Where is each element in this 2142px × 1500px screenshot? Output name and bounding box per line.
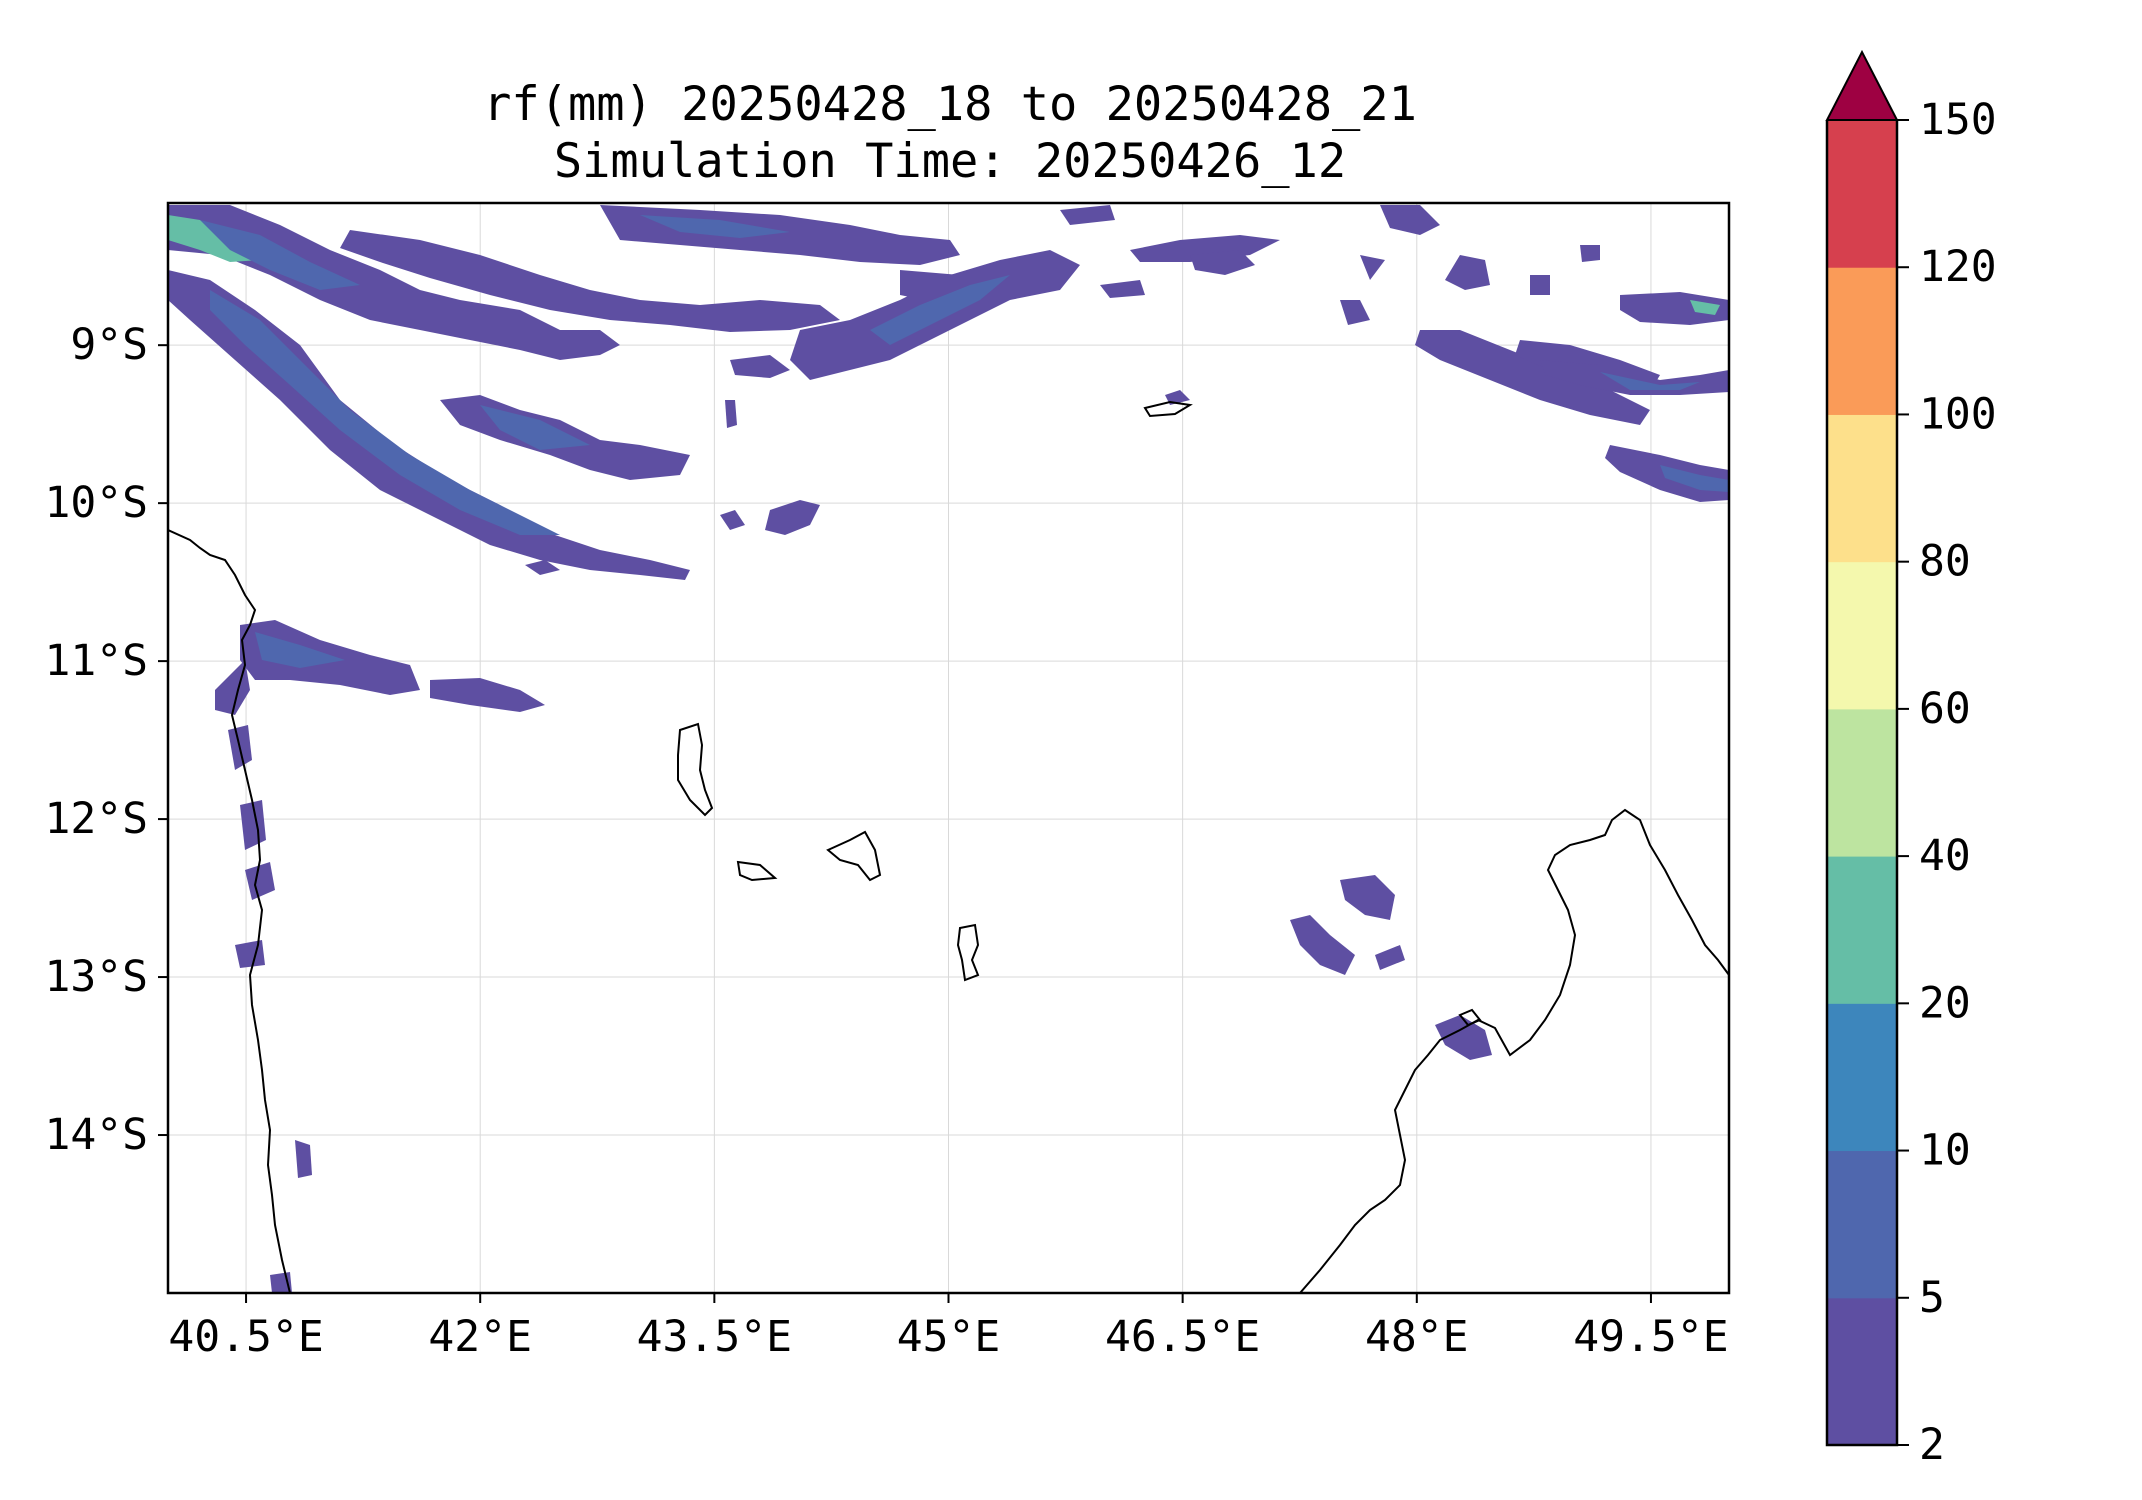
rain-cell-east-5 (1530, 275, 1550, 295)
x-tick-label: 46.5°E (1105, 1312, 1260, 1362)
x-tick-label: 48°E (1365, 1312, 1469, 1362)
rain-band-east-6 (1380, 205, 1440, 235)
rain-band-center-north-inner (870, 275, 1010, 345)
colorbar-segment (1827, 267, 1897, 415)
rain-band-top-1-mid (200, 220, 360, 290)
x-tick-label: 40.5°E (168, 1312, 323, 1362)
colorbar-segment (1827, 708, 1897, 857)
colorbar-tick-label: 5 (1919, 1273, 1945, 1323)
rain-coast-west-5 (235, 940, 265, 968)
map-panel[interactable]: 40.5°E 42°E 43.5°E 45°E 46.5°E 48°E 49.5°E 9°S… (44, 201, 1731, 1362)
rain-cell-c5 (725, 400, 737, 428)
coastline-glorieuses (1458, 1008, 1482, 1027)
colorbar-segment (1827, 1003, 1897, 1152)
x-tick-label: 49.5°E (1573, 1312, 1728, 1362)
colorbar-frame (1825, 120, 1899, 1447)
rain-cell-c9 (1100, 280, 1145, 298)
y-axis: 9°S 10°S 11°S 12°S 13°S 14°S (44, 320, 168, 1160)
rain-cell-east-3 (1340, 300, 1370, 325)
rain-band-top-3-inner (640, 215, 790, 238)
colorbar-segment (1827, 856, 1897, 1004)
rain-coast-west-1 (215, 660, 250, 715)
colorbar-tick-label: 10 (1919, 1126, 1971, 1176)
rain-cell-se-4 (1435, 1015, 1492, 1060)
y-tick-label: 9°S (70, 320, 148, 370)
rain-cell-c6 (1060, 205, 1115, 225)
rain-cell-east-2 (1360, 255, 1385, 280)
x-axis: 40.5°E 42°E 43.5°E 45°E 46.5°E 48°E 49.5°E (168, 1293, 1729, 1362)
colorbar-extend-triangle (1825, 49, 1899, 121)
coastline-aldabra (1143, 400, 1193, 418)
colorbar-segment (1827, 120, 1897, 268)
title-line-2: Simulation Time: 20250426_12 (554, 134, 1346, 189)
colorbar-segment (1827, 1150, 1897, 1299)
rain-coast-west-4 (245, 862, 275, 900)
rain-band-east-3-inner (1600, 372, 1700, 390)
coastline-madagascar (1299, 808, 1729, 1293)
colorbar-tick-label: 120 (1919, 242, 1997, 292)
rain-band-top-5-inner (480, 405, 590, 450)
coastline-anjouan (826, 830, 882, 882)
rain-band-coast-11s-2 (430, 678, 545, 712)
y-tick-label: 14°S (44, 1110, 148, 1160)
rain-cell-c8 (1190, 250, 1255, 275)
coastline-moheli (736, 860, 778, 882)
rain-band-northwest (168, 270, 690, 580)
colorbar-segment (1827, 561, 1897, 710)
coastline-grande-comore (677, 722, 714, 817)
rain-band-top-1 (168, 205, 620, 360)
rain-cell-c1 (730, 355, 790, 378)
y-tick-label: 13°S (44, 952, 148, 1002)
coastline-mayotte (956, 923, 980, 982)
rain-cell-se-1 (1340, 875, 1395, 920)
x-tick-label: 43.5°E (637, 1312, 792, 1362)
y-tick-label: 12°S (44, 794, 148, 844)
coastline-africa (168, 529, 291, 1293)
rain-band-east-5-inner (1660, 465, 1729, 492)
colorbar: 2 5 10 20 40 60 80 100 120 150 (1825, 49, 1997, 1470)
rain-band-east-1 (1415, 330, 1650, 425)
rain-cell-c4 (720, 510, 745, 530)
coastlines (168, 400, 1729, 1293)
rain-band-northwest-inner (210, 290, 560, 535)
colorbar-segment (1827, 1297, 1897, 1446)
rain-cell-east-4 (1580, 245, 1600, 262)
colorbar-tick-label: 40 (1919, 831, 1971, 881)
colorbar-tick-label: 2 (1919, 1420, 1945, 1470)
colorbar-tick-label: 150 (1919, 95, 1997, 145)
rain-cell-se-3 (1375, 945, 1405, 970)
x-tick-label: 45°E (897, 1312, 1001, 1362)
rain-band-east-4-inner (1690, 300, 1720, 315)
colorbar-tick-label: 60 (1919, 684, 1971, 734)
colorbar-segment (1827, 414, 1897, 563)
colorbar-tick-label: 100 (1919, 389, 1997, 439)
title-line-1: rf(mm) 20250428_18 to 20250428_21 (483, 77, 1417, 132)
x-tick-label: 42°E (428, 1312, 532, 1362)
colorbar-tick-label: 20 (1919, 978, 1971, 1028)
rain-cell-se-2 (1290, 915, 1355, 975)
rain-band-coast-11s-inner (255, 632, 345, 668)
rain-cell-c3 (525, 560, 560, 575)
rain-coast-west-6 (295, 1140, 312, 1178)
rain-cell-c2 (765, 500, 820, 535)
rain-band-top-2 (340, 230, 840, 332)
colorbar-tick-label: 80 (1919, 537, 1971, 587)
y-tick-label: 11°S (44, 636, 148, 686)
rain-cell-east-1 (1445, 255, 1490, 290)
y-tick-label: 10°S (44, 478, 148, 528)
rainfall-contours (168, 205, 1729, 1293)
rain-band-east-4 (1620, 292, 1729, 325)
